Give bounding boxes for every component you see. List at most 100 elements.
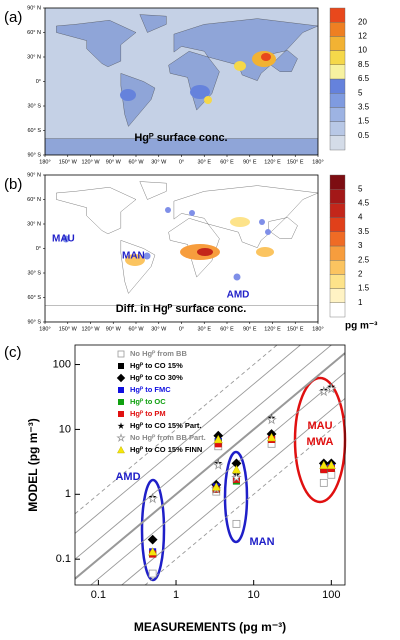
hotspot bbox=[261, 53, 271, 61]
colorbar-swatch bbox=[329, 203, 346, 218]
marker bbox=[148, 569, 157, 578]
panel-label: (c) bbox=[4, 344, 22, 361]
x-tick-label: 90° W bbox=[106, 159, 122, 165]
colorbar-tick-label: 10 bbox=[358, 46, 367, 55]
colorbar-swatch bbox=[329, 36, 346, 51]
reference-line bbox=[75, 345, 278, 515]
hotspot bbox=[230, 217, 250, 227]
colorbar-swatch bbox=[329, 188, 346, 204]
colorbar-swatch bbox=[329, 7, 346, 23]
x-tick-label: 180° bbox=[39, 159, 50, 165]
colorbar-swatch bbox=[329, 22, 346, 37]
x-tick-label: 120° E bbox=[264, 326, 281, 332]
legend-label: No Hgᴾ from BB bbox=[130, 349, 187, 358]
x-tick-label: 90° E bbox=[243, 159, 257, 165]
plot-frame bbox=[74, 344, 346, 586]
x-tick-label: 180° bbox=[312, 159, 323, 165]
marker bbox=[267, 432, 277, 442]
station bbox=[189, 210, 195, 216]
reference-lines bbox=[75, 345, 345, 585]
marker bbox=[319, 460, 329, 469]
station-label: MAU bbox=[52, 234, 75, 245]
x-tick-label: 180° bbox=[312, 326, 323, 332]
colorbar-tick-label: 3 bbox=[358, 241, 363, 250]
group-label: MWA bbox=[307, 436, 334, 448]
group-ellipse bbox=[140, 478, 166, 582]
y-tick-label: 90° N bbox=[27, 5, 41, 11]
marker bbox=[319, 478, 328, 487]
marker bbox=[211, 482, 221, 491]
map-annotation: Hgᴾ surface conc. bbox=[134, 132, 227, 144]
colorbar-swatch bbox=[329, 274, 346, 289]
colorbar-swatch bbox=[329, 217, 346, 233]
x-tick-label: 30° E bbox=[197, 159, 211, 165]
colorbar-swatch bbox=[329, 107, 346, 122]
legend-label: Hgᴾ to CO 15% bbox=[130, 361, 183, 370]
legend-label: Hgᴾ to FMC bbox=[130, 385, 171, 394]
x-tick-label: 120° W bbox=[81, 159, 100, 165]
x-tick-label: 90° E bbox=[243, 326, 257, 332]
marker bbox=[318, 386, 330, 397]
y-tick-label: 60° S bbox=[27, 128, 41, 134]
colorbar-tick-label: 0.5 bbox=[358, 131, 370, 140]
x-tick-label: 0° bbox=[179, 326, 184, 332]
station bbox=[233, 273, 241, 281]
hotspot bbox=[204, 96, 212, 104]
hotspot bbox=[256, 247, 274, 257]
legend-label: Hgᴾ to CO 30% bbox=[130, 373, 183, 382]
panel-label: (b) bbox=[4, 176, 22, 193]
reference-line bbox=[144, 417, 345, 585]
marker bbox=[231, 472, 242, 483]
hotspot bbox=[234, 61, 246, 71]
x-tick-label: 60° W bbox=[128, 326, 144, 332]
colorbar-swatch bbox=[329, 302, 346, 318]
station bbox=[259, 219, 265, 225]
legend-marker bbox=[116, 373, 126, 383]
x-axis-label: MEASUREMENTS (pg m⁻³) bbox=[134, 620, 286, 634]
x-tick-label: 90° W bbox=[106, 326, 122, 332]
marker bbox=[232, 519, 241, 528]
marker bbox=[320, 466, 328, 474]
panel-label: (a) bbox=[4, 9, 22, 26]
colorbar-tick-label: 1.5 bbox=[358, 117, 370, 126]
colorbar-tick-label: 5 bbox=[358, 184, 363, 193]
y-tick-label: 90° N bbox=[27, 172, 41, 178]
x-tick-label: 120° E bbox=[264, 159, 281, 165]
reference-line bbox=[75, 345, 302, 534]
colorbar-swatch bbox=[329, 288, 346, 304]
colorbar-swatch bbox=[329, 174, 346, 190]
y-tick-label: 0° bbox=[36, 79, 41, 85]
station bbox=[165, 207, 171, 213]
y-tick-label: 100 bbox=[53, 358, 71, 370]
map-b-body bbox=[45, 175, 318, 322]
hotspot bbox=[197, 248, 213, 256]
marker bbox=[231, 458, 242, 469]
colorbar-swatch bbox=[329, 64, 346, 80]
y-tick-label: 30° S bbox=[27, 270, 41, 276]
y-tick-label: 30° N bbox=[27, 54, 41, 60]
y-tick-label: 30° S bbox=[27, 103, 41, 109]
x-tick-label: 100 bbox=[322, 589, 340, 601]
marker bbox=[326, 383, 337, 394]
colorbar-tick-label: 8.5 bbox=[358, 60, 370, 69]
colorbar-tick-label: 2 bbox=[358, 270, 363, 279]
legend-marker bbox=[118, 387, 124, 393]
y-tick-label: 10 bbox=[59, 423, 71, 435]
group-ellipse bbox=[223, 450, 249, 544]
hotspot bbox=[190, 85, 210, 99]
x-tick-label: 150° W bbox=[59, 326, 78, 332]
x-tick-label: 150° E bbox=[287, 326, 304, 332]
colorbar-tick-label: 20 bbox=[358, 17, 367, 26]
colorbar-tick-label: 1 bbox=[358, 298, 363, 307]
marker bbox=[213, 459, 224, 470]
colorbar-tick-label: 4 bbox=[358, 213, 363, 222]
group-label: MAN bbox=[249, 536, 274, 548]
x-tick-label: 30° E bbox=[197, 326, 211, 332]
legend-label: No Hgᴾ from BB Part. bbox=[130, 433, 206, 442]
marker bbox=[327, 470, 336, 479]
legend-marker bbox=[118, 363, 124, 369]
group-label: AMD bbox=[115, 471, 140, 483]
y-tick-label: 90° S bbox=[27, 319, 41, 325]
y-tick-label: 1 bbox=[65, 488, 71, 500]
colorbar-tick-label: 3.5 bbox=[358, 103, 370, 112]
